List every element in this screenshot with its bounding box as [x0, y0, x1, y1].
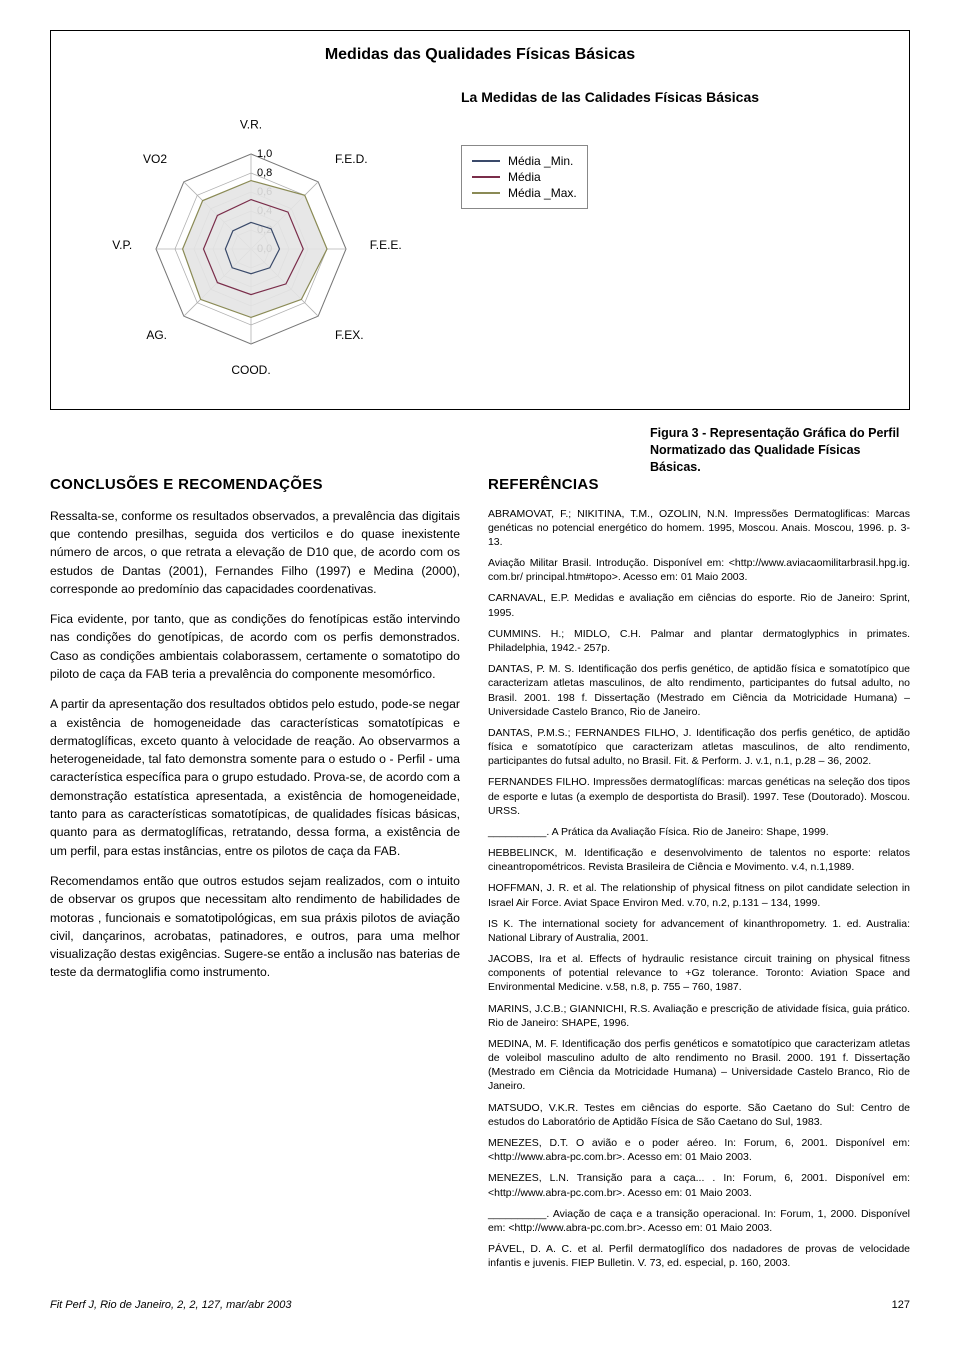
reference-entry: MENEZES, D.T. O avião e o poder aéreo. I…	[488, 1136, 910, 1164]
body-paragraph: Ressalta-se, conforme os resultados obse…	[50, 507, 460, 598]
svg-text:F.EX.: F.EX.	[335, 328, 364, 342]
references-body: ABRAMOVAT, F.; NIKITINA, T.M., OZOLIN, N…	[488, 507, 910, 1271]
svg-text:F.E.D.: F.E.D.	[335, 152, 368, 166]
chart-right-panel: La Medidas de las Calidades Físicas Bási…	[461, 89, 889, 209]
reference-entry: MATSUDO, V.K.R. Testes em ciências do es…	[488, 1101, 910, 1129]
reference-entry: HEBBELINCK, M. Identificação e desenvolv…	[488, 846, 910, 874]
reference-entry: Aviação Militar Brasil. Introdução. Disp…	[488, 556, 910, 584]
legend-swatch	[472, 192, 500, 194]
body-paragraph: Recomendamos então que outros estudos se…	[50, 872, 460, 982]
reference-entry: ABRAMOVAT, F.; NIKITINA, T.M., OZOLIN, N…	[488, 507, 910, 550]
reference-entry: PÁVEL, D. A. C. et al. Perfil dermatoglí…	[488, 1242, 910, 1270]
svg-text:V.P.: V.P.	[112, 238, 132, 252]
legend-label: Média _Max.	[508, 186, 577, 200]
legend-label: Média _Min.	[508, 154, 573, 168]
svg-text:V.R.: V.R.	[240, 117, 262, 131]
body-paragraph: Fica evidente, por tanto, que as condiçõ…	[50, 610, 460, 683]
reference-entry: __________. Aviação de caça e a transiçã…	[488, 1207, 910, 1235]
legend-label: Média	[508, 170, 541, 184]
svg-text:COOD.: COOD.	[231, 363, 270, 377]
conclusions-heading: CONCLUSÕES E RECOMENDAÇÕES	[50, 476, 460, 493]
legend-row: Média	[472, 170, 577, 184]
footer-citation: Fit Perf J, Rio de Janeiro, 2, 2, 127, m…	[50, 1299, 292, 1311]
chart-title: Medidas das Qualidades Físicas Básicas	[71, 46, 889, 64]
reference-entry: DANTAS, P.M.S.; FERNANDES FILHO, J. Iden…	[488, 726, 910, 769]
reference-entry: FERNANDES FILHO. Impressões dermatoglífi…	[488, 775, 910, 818]
chart-legend: Média _Min. Média Média _Max.	[461, 145, 588, 209]
chart-frame: Medidas das Qualidades Físicas Básicas 1…	[50, 30, 910, 410]
legend-row: Média _Max.	[472, 186, 577, 200]
svg-text:0,8: 0,8	[257, 167, 272, 179]
reference-entry: HOFFMAN, J. R. et al. The relationship o…	[488, 881, 910, 909]
svg-text:AG.: AG.	[146, 328, 167, 342]
legend-row: Média _Min.	[472, 154, 577, 168]
page-footer: Fit Perf J, Rio de Janeiro, 2, 2, 127, m…	[50, 1299, 910, 1311]
svg-text:VO2: VO2	[143, 152, 167, 166]
body-paragraph: A partir da apresentação dos resultados …	[50, 695, 460, 860]
reference-entry: MEDINA, M. F. Identificação dos perfis g…	[488, 1037, 910, 1094]
conclusions-body: Ressalta-se, conforme os resultados obse…	[50, 507, 460, 982]
reference-entry: CARNAVAL, E.P. Medidas e avaliação em ci…	[488, 591, 910, 619]
chart-body: 1,00,80,60,40,20,0V.R.F.E.D.F.E.E.F.EX.C…	[71, 89, 889, 379]
radar-chart: 1,00,80,60,40,20,0V.R.F.E.D.F.E.E.F.EX.C…	[71, 89, 431, 379]
right-column: REFERÊNCIAS ABRAMOVAT, F.; NIKITINA, T.M…	[488, 476, 910, 1278]
reference-entry: IS K. The international society for adva…	[488, 917, 910, 945]
references-heading: REFERÊNCIAS	[488, 476, 910, 493]
legend-swatch	[472, 176, 500, 178]
svg-text:F.E.E.: F.E.E.	[370, 238, 402, 252]
reference-entry: CUMMINS. H.; MIDLO, C.H. Palmar and plan…	[488, 627, 910, 655]
reference-entry: JACOBS, Ira et al. Effects of hydraulic …	[488, 952, 910, 995]
reference-entry: DANTAS, P. M. S. Identificação dos perfi…	[488, 662, 910, 719]
text-columns: CONCLUSÕES E RECOMENDAÇÕES Ressalta-se, …	[50, 476, 910, 1278]
reference-entry: MARINS, J.C.B.; GIANNICHI, R.S. Avaliaçã…	[488, 1002, 910, 1030]
figure-caption: Figura 3 - Representação Gráfica do Perf…	[650, 425, 910, 476]
left-column: CONCLUSÕES E RECOMENDAÇÕES Ressalta-se, …	[50, 476, 460, 1278]
legend-swatch	[472, 160, 500, 162]
svg-text:1,0: 1,0	[257, 148, 272, 160]
reference-entry: __________. A Prática da Avaliação Físic…	[488, 825, 910, 839]
page-number: 127	[892, 1299, 910, 1311]
chart-subtitle: La Medidas de las Calidades Físicas Bási…	[461, 89, 889, 105]
reference-entry: MENEZES, L.N. Transição para a caça... .…	[488, 1171, 910, 1199]
